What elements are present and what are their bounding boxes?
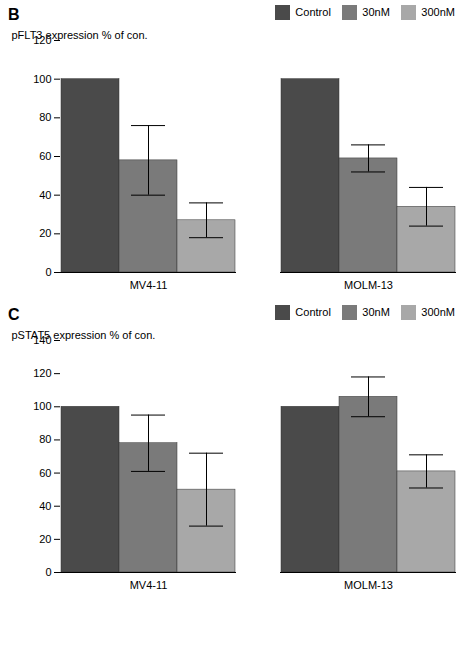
html-text:Control: Control (295, 6, 331, 19)
html-text:300nM: 300nM (421, 6, 455, 19)
svg-text:60: 60 (39, 467, 51, 479)
html-text:Control: Control (295, 306, 331, 319)
svg-text:MOLM-13: MOLM-13 (344, 579, 393, 591)
html-text:30nM: 30nM (362, 6, 390, 19)
svg-text:0: 0 (45, 566, 51, 578)
svg-text:100: 100 (33, 400, 51, 412)
svg-text:20: 20 (39, 227, 51, 239)
svg-text:MV4-11: MV4-11 (130, 279, 168, 291)
svg-text:40: 40 (39, 189, 51, 201)
svg-text:60: 60 (39, 150, 51, 162)
svg-text:100: 100 (33, 73, 51, 85)
svg-text:120: 120 (33, 367, 51, 379)
svg-text:MOLM-13: MOLM-13 (344, 279, 393, 291)
svg-text:20: 20 (39, 533, 51, 545)
html-text:30nM: 30nM (362, 306, 390, 319)
svg-text:0: 0 (45, 266, 51, 278)
html-text:B: B (8, 6, 20, 23)
svg-text:pFLT3 expression % of con.: pFLT3 expression % of con. (12, 29, 148, 41)
html-text:C: C (8, 306, 20, 323)
svg-text:pSTAT5 expression % of con.: pSTAT5 expression % of con. (12, 329, 156, 341)
svg-text:40: 40 (39, 500, 51, 512)
svg-text:MV4-11: MV4-11 (130, 579, 168, 591)
html-text:300nM: 300nM (421, 306, 455, 319)
svg-text:80: 80 (39, 111, 51, 123)
svg-text:80: 80 (39, 433, 51, 445)
